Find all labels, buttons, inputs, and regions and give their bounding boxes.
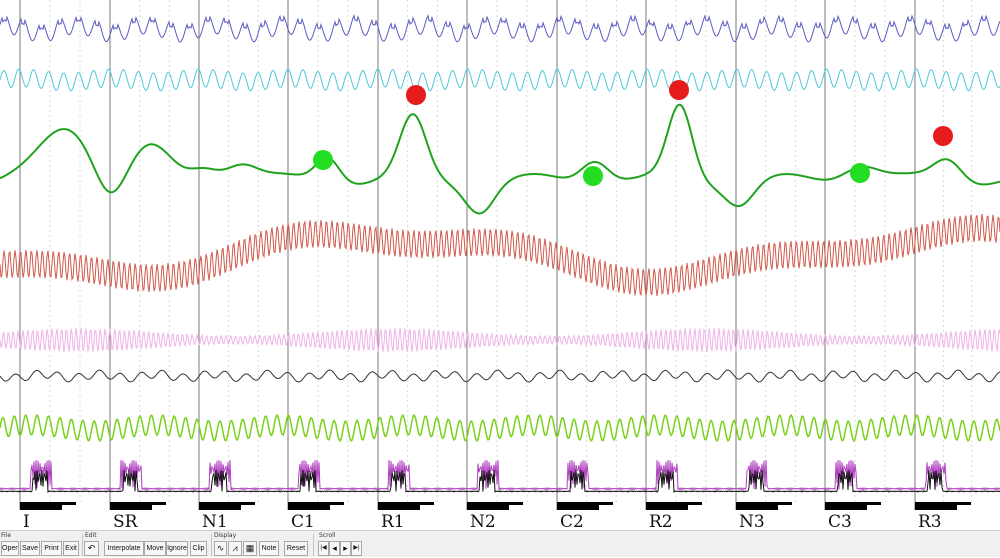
exit-button[interactable]: Exit <box>63 541 79 556</box>
green-marker-c1 <box>313 150 333 170</box>
toolbar-separator <box>211 534 212 556</box>
segment-label-n3: N3 <box>739 512 765 530</box>
clip-button[interactable]: Clip <box>190 541 207 556</box>
event-bar-tail <box>599 502 613 505</box>
display-group-title: Display <box>214 532 237 539</box>
trace-6 <box>0 369 1000 383</box>
scroll-forward-icon[interactable]: ▸ <box>340 541 351 556</box>
segment-label-n2: N2 <box>470 512 496 530</box>
event-bar <box>110 502 152 510</box>
event-bar <box>646 502 688 510</box>
event-bar <box>557 502 599 510</box>
display-group: Display ∿ ⩘ ▦ Note Reset <box>213 531 311 558</box>
trace-8-purple <box>0 459 1000 492</box>
signal-traces-svg[interactable]: I SR N1 C1 R1 N2 C2 R2 N3 C3 R3 <box>0 0 1000 530</box>
interpolate-button[interactable]: Interpolate <box>104 541 144 556</box>
save-button[interactable]: Save <box>20 541 40 556</box>
edit-group-title: Edit <box>85 532 97 539</box>
red-marker-r3 <box>933 126 953 146</box>
trace-5 <box>0 327 1000 353</box>
note-button[interactable]: Note <box>259 541 279 556</box>
trace-2 <box>0 68 1000 92</box>
segment-label-c3: C3 <box>828 512 852 530</box>
segment-label-sr: SR <box>113 512 139 530</box>
event-bar-tail <box>688 502 702 505</box>
toolbar-separator <box>82 534 83 556</box>
trace-4 <box>0 214 1000 297</box>
event-bar-tail <box>152 502 166 505</box>
segment-label-c2: C2 <box>560 512 584 530</box>
smooth-wave-icon[interactable]: ∿ <box>214 541 227 556</box>
ignore-button[interactable]: Ignore <box>166 541 188 556</box>
grid-icon[interactable]: ▦ <box>243 541 257 556</box>
event-markers <box>313 80 953 186</box>
event-bar-tail <box>778 502 792 505</box>
event-bar-tail <box>867 502 881 505</box>
toolbar: File Open Save Print Exit Edit ↶ Interpo… <box>0 530 1000 557</box>
scroll-first-icon[interactable]: |◀ <box>318 541 329 556</box>
trace-8-black <box>0 469 1000 494</box>
event-bar <box>467 502 509 510</box>
event-bar <box>825 502 867 510</box>
event-bar-tail <box>241 502 255 505</box>
segment-label-n1: N1 <box>202 512 228 530</box>
signal-chart-area[interactable]: I SR N1 C1 R1 N2 C2 R2 N3 C3 R3 <box>0 0 1000 530</box>
segment-label-r2: R2 <box>649 512 673 530</box>
toolbar-separator <box>313 534 314 556</box>
trace-3 <box>0 103 1000 215</box>
event-bar-tail <box>957 502 971 505</box>
event-bar-tail <box>330 502 344 505</box>
file-group-title: File <box>1 532 12 539</box>
event-bar <box>20 502 62 510</box>
print-button[interactable]: Print <box>41 541 62 556</box>
scroll-group-title: Scroll <box>319 532 336 539</box>
event-bar-tail <box>420 502 434 505</box>
event-bar-tail <box>62 502 76 505</box>
trace-7 <box>0 413 1000 443</box>
segment-label-r1: R1 <box>381 512 405 530</box>
event-bar-tail <box>509 502 523 505</box>
scroll-back-icon[interactable]: ◂ <box>329 541 340 556</box>
green-marker-c2 <box>583 166 603 186</box>
segment-label-c1: C1 <box>291 512 315 530</box>
signal-traces <box>0 14 1000 494</box>
undo-icon[interactable]: ↶ <box>84 541 99 556</box>
event-bar <box>199 502 241 510</box>
event-bar <box>288 502 330 510</box>
red-marker-r1 <box>406 85 426 105</box>
event-bar <box>378 502 420 510</box>
trace-1 <box>0 14 1000 43</box>
edit-group: Edit ↶ Interpolate Move Ignore Clip <box>84 531 210 558</box>
event-bars <box>20 502 971 510</box>
scroll-group: Scroll |◀ ◂ ▸ ▶| <box>318 531 366 558</box>
segment-label-i: I <box>23 512 30 530</box>
segment-labels: I SR N1 C1 R1 N2 C2 R2 N3 C3 R3 <box>23 512 942 530</box>
file-group: File Open Save Print Exit <box>0 531 80 558</box>
segment-label-r3: R3 <box>918 512 942 530</box>
open-button[interactable]: Open <box>1 541 19 556</box>
reset-button[interactable]: Reset <box>284 541 308 556</box>
move-button[interactable]: Move <box>144 541 166 556</box>
event-bar <box>915 502 957 510</box>
green-marker-c3 <box>850 163 870 183</box>
scroll-last-icon[interactable]: ▶| <box>351 541 362 556</box>
red-marker-r2 <box>669 80 689 100</box>
event-bar <box>736 502 778 510</box>
raw-wave-icon[interactable]: ⩘ <box>228 541 242 556</box>
